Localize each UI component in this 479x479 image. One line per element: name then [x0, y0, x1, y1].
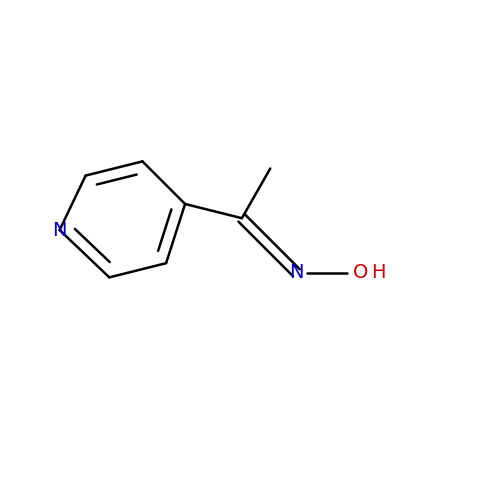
Text: N: N	[289, 263, 304, 282]
Text: H: H	[371, 263, 386, 282]
Text: N: N	[52, 220, 67, 240]
Text: O: O	[353, 263, 368, 282]
